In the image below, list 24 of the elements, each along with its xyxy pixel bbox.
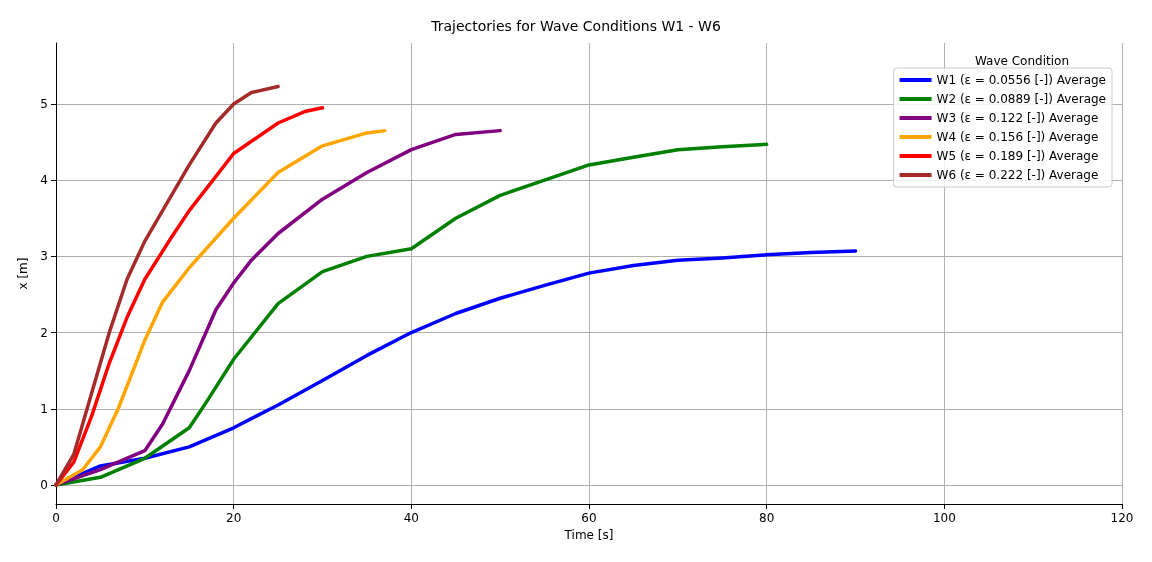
- y-tick-label: 3: [40, 249, 48, 264]
- x-tick-label: 20: [226, 511, 242, 525]
- x-tick-label: 0: [52, 511, 60, 525]
- x-tick-label: 60: [581, 511, 597, 525]
- x-tick-label: 40: [403, 511, 419, 525]
- legend-label: W3 (ε = 0.122 [-]) Average: [936, 111, 1099, 125]
- y-tick-label: 0: [40, 477, 48, 492]
- line-series: [54, 84, 280, 487]
- chart-title: Trajectories for Wave Conditions W1 - W6: [430, 18, 721, 34]
- legend-label: W5 (ε = 0.189 [-]) Average: [936, 149, 1099, 163]
- x-tick-label: 100: [932, 511, 956, 525]
- legend-label: W1 (ε = 0.0556 [-]) Average: [936, 73, 1106, 87]
- x-tick-label: 120: [1110, 511, 1134, 525]
- x-axis-title: Time [s]: [563, 527, 614, 542]
- legend-label: W2 (ε = 0.0889 [-]) Average: [936, 92, 1106, 106]
- y-tick-label: 1: [40, 401, 48, 416]
- legend-label: W6 (ε = 0.222 [-]) Average: [936, 168, 1099, 182]
- y-tick-label: 2: [40, 325, 48, 340]
- legend-label: W4 (ε = 0.156 [-]) Average: [936, 130, 1099, 144]
- y-axis-title: x [m]: [16, 257, 31, 290]
- y-tick-label: 5: [40, 96, 48, 111]
- x-tick-label: 80: [759, 511, 775, 525]
- legend-title: Wave Condition: [974, 54, 1069, 68]
- y-tick-label: 4: [40, 173, 48, 188]
